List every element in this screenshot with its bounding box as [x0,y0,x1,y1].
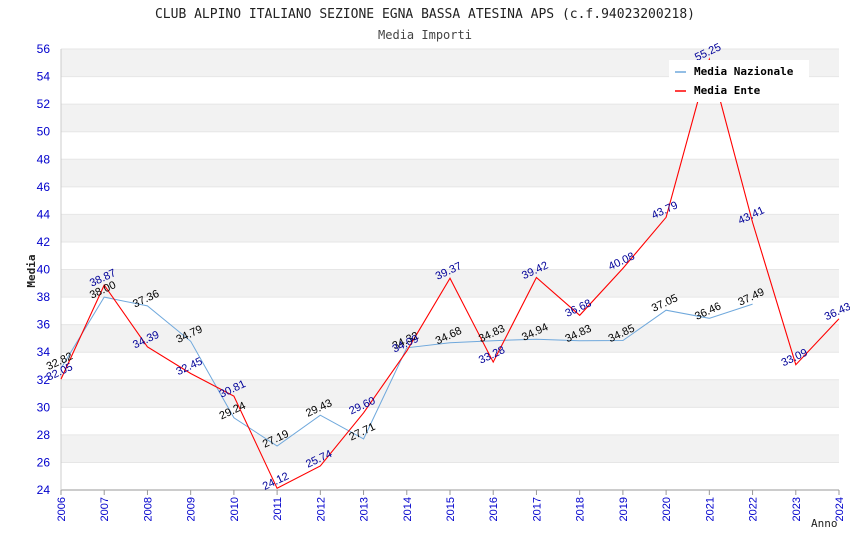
x-tick-label: 2023 [791,497,803,521]
x-tick-label: 2011 [272,497,284,521]
x-tick-label: 2015 [445,497,457,521]
y-tick-label: 38 [37,290,51,304]
x-tick-label: 2017 [531,497,543,521]
grid-band [61,186,839,215]
y-tick-label: 40 [37,263,51,277]
y-tick-label: 32 [37,373,51,387]
x-tick-label: 2008 [142,497,154,521]
chart-subtitle: Media Importi [378,28,472,42]
grid-band [61,324,839,353]
x-tick-label: 2013 [359,497,371,521]
grid-bands [61,48,839,491]
y-tick-label: 44 [37,207,51,221]
y-tick-label: 36 [37,318,51,332]
legend-label-media-nazionale: Media Nazionale [694,65,794,78]
y-axis-ticks: 24 26 28 30 32 34 36 38 40 42 44 46 48 50 52 54 56 [37,42,51,497]
chart-title: CLUB ALPINO ITALIANO SEZIONE EGNA BASSA … [155,7,695,22]
y-tick-label: 26 [37,455,51,469]
x-axis-ticks: 2006 2007 2008 2009 2010 2011 2012 2013 2014 2015… [56,490,846,521]
series-line-media-nazionale [60,296,753,447]
grid-band [61,269,839,298]
grid-band [61,104,839,132]
x-tick-label: 2009 [186,497,198,521]
y-tick-label: 34 [37,345,51,359]
x-tick-label: 2016 [488,497,500,521]
y-axis-label: Media [25,254,38,287]
y-tick-label: 52 [37,97,51,111]
grid-band [61,297,839,325]
x-tick-label: 2012 [315,497,327,521]
y-tick-label: 48 [37,152,51,166]
series-lines [60,57,840,490]
y-tick-label: 56 [37,42,51,56]
grid-band [61,241,839,270]
grid-band [61,379,839,408]
legend-label-media-ente: Media Ente [694,84,761,97]
x-tick-label: 2024 [834,497,846,521]
grid-band [61,131,839,160]
series-line-media-ente [60,57,840,490]
x-tick-label: 2022 [748,497,760,521]
x-tick-label: 2014 [402,497,414,521]
grid-band [61,407,839,435]
grid-band [61,434,839,463]
x-tick-label: 2020 [661,497,673,521]
y-tick-label: 30 [37,400,51,414]
y-tick-label: 28 [37,428,51,442]
grid-band [61,214,839,242]
x-tick-label: 2007 [99,497,111,521]
grid-band [61,159,839,187]
x-tick-label: 2010 [229,497,241,521]
x-axis-label: Anno [811,517,838,530]
y-tick-label: 42 [37,235,51,249]
grid-band [61,462,839,490]
legend: Media Nazionale Media Ente [669,60,809,102]
x-tick-label: 2019 [618,497,630,521]
y-tick-label: 46 [37,180,51,194]
y-tick-label: 24 [37,483,51,497]
x-tick-label: 2021 [704,497,716,521]
x-tick-label: 2018 [575,497,587,521]
grid-band [61,352,839,380]
y-tick-label: 50 [37,125,51,139]
y-tick-label: 54 [37,70,51,84]
x-tick-label: 2006 [56,497,68,521]
